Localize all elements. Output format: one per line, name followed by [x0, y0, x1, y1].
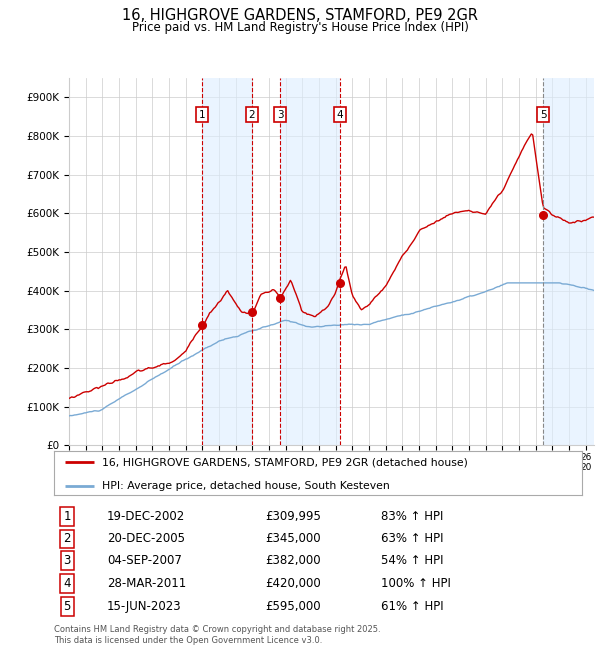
Text: 19-DEC-2002: 19-DEC-2002: [107, 510, 185, 523]
Text: 5: 5: [64, 600, 71, 613]
Text: 4: 4: [337, 110, 343, 120]
Text: 28-MAR-2011: 28-MAR-2011: [107, 577, 186, 590]
Text: 54% ↑ HPI: 54% ↑ HPI: [382, 554, 444, 567]
Text: £382,000: £382,000: [265, 554, 321, 567]
Text: This data is licensed under the Open Government Licence v3.0.: This data is licensed under the Open Gov…: [54, 636, 322, 645]
Text: 1: 1: [199, 110, 205, 120]
Text: 2: 2: [248, 110, 255, 120]
Text: 63% ↑ HPI: 63% ↑ HPI: [382, 532, 444, 545]
Text: 3: 3: [277, 110, 283, 120]
Text: 61% ↑ HPI: 61% ↑ HPI: [382, 600, 444, 613]
Bar: [202, 78, 251, 445]
Text: 4: 4: [64, 577, 71, 590]
Text: 1: 1: [64, 510, 71, 523]
Text: 20-DEC-2005: 20-DEC-2005: [107, 532, 185, 545]
Text: 5: 5: [540, 110, 547, 120]
Text: £309,995: £309,995: [265, 510, 321, 523]
Text: £595,000: £595,000: [265, 600, 321, 613]
Text: 83% ↑ HPI: 83% ↑ HPI: [382, 510, 444, 523]
Text: HPI: Average price, detached house, South Kesteven: HPI: Average price, detached house, Sout…: [101, 480, 389, 491]
Bar: [543, 78, 594, 445]
Text: £345,000: £345,000: [265, 532, 321, 545]
Text: 16, HIGHGROVE GARDENS, STAMFORD, PE9 2GR: 16, HIGHGROVE GARDENS, STAMFORD, PE9 2GR: [122, 8, 478, 23]
Text: 100% ↑ HPI: 100% ↑ HPI: [382, 577, 451, 590]
Bar: [280, 78, 340, 445]
Text: Contains HM Land Registry data © Crown copyright and database right 2025.: Contains HM Land Registry data © Crown c…: [54, 625, 380, 634]
Text: 04-SEP-2007: 04-SEP-2007: [107, 554, 182, 567]
Text: 16, HIGHGROVE GARDENS, STAMFORD, PE9 2GR (detached house): 16, HIGHGROVE GARDENS, STAMFORD, PE9 2GR…: [101, 457, 467, 467]
Text: 15-JUN-2023: 15-JUN-2023: [107, 600, 181, 613]
Text: 3: 3: [64, 554, 71, 567]
Text: 2: 2: [64, 532, 71, 545]
Text: Price paid vs. HM Land Registry's House Price Index (HPI): Price paid vs. HM Land Registry's House …: [131, 21, 469, 34]
Text: £420,000: £420,000: [265, 577, 321, 590]
